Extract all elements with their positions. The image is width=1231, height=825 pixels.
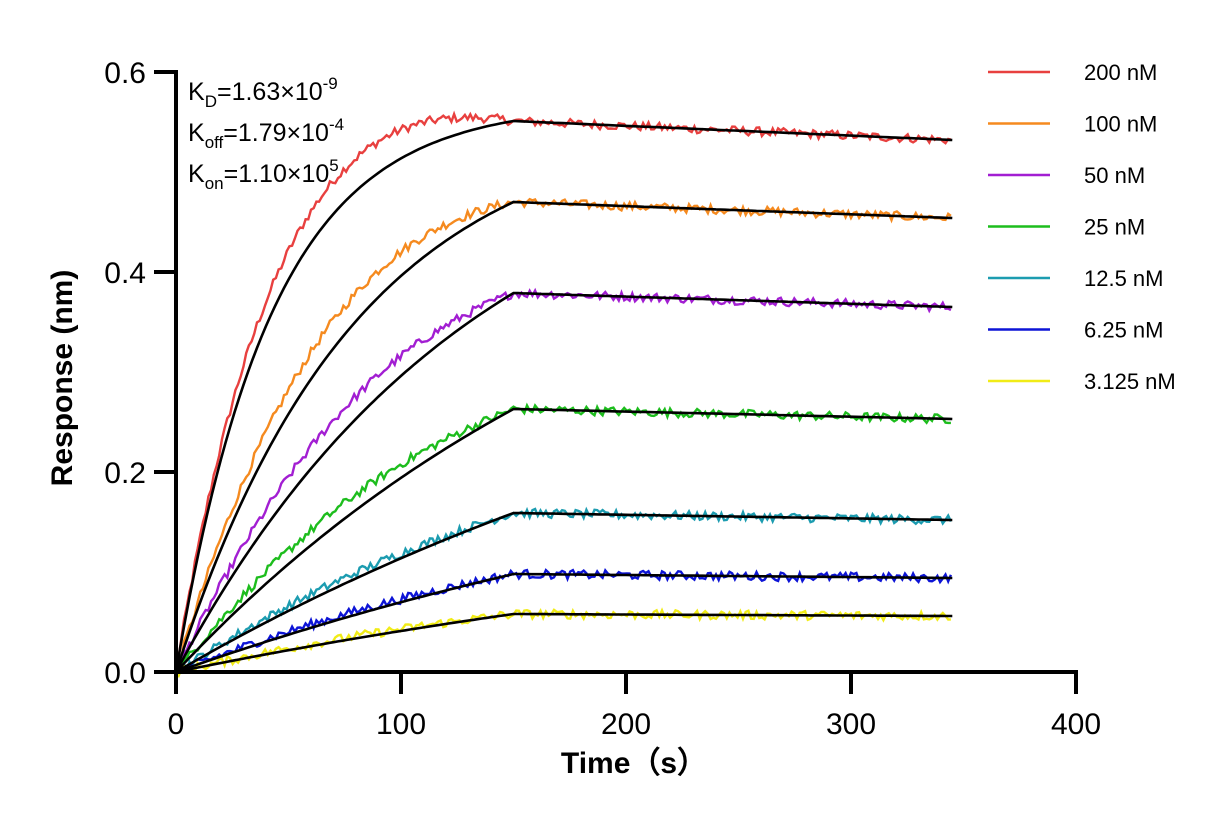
legend-label: 100 nM [1084,112,1157,137]
legend-label: 25 nM [1084,215,1145,240]
series-line-200-nM [174,110,952,673]
fit-line-12-5-nM [175,511,953,674]
x-tick-label: 200 [601,708,651,741]
y-tick-label: 0.6 [104,57,146,90]
fit-line-6-25-nM [175,572,953,674]
fit-line-100-nM [174,200,953,673]
fit-line-50-nM [174,291,953,673]
fit-line-25-nM [175,407,953,673]
x-tick-label: 400 [1051,708,1101,741]
y-tick-label: 0.2 [104,457,146,490]
curves-layer [174,110,953,679]
x-axis-title: Time（s） [561,746,707,780]
x-tick-label: 0 [168,708,185,741]
legend-label: 6.25 nM [1084,318,1164,343]
legend: 200 nM 100 nM 50 nM 25 nM 12.5 nM 6.25 nM 3.12… [988,60,1176,394]
kinetic-constant-on: Kon=1.10×105 [188,156,339,193]
legend-label: 3.125 nM [1084,369,1176,394]
fit-line-3-125-nM [175,612,953,674]
kinetic-constant-off: Koff=1.79×10-4 [188,115,344,152]
x-tick-label: 300 [826,708,876,741]
fit-line-200-nM [174,119,953,673]
axes-layer [154,70,1078,694]
legend-label: 200 nM [1084,60,1157,85]
series-line-100-nM [174,197,952,673]
kinetic-constant-D: KD=1.63×10-9 [188,74,338,111]
series-line-3-125-nM [175,607,951,679]
labels-layer: 0 100 200 300 400 0.0 0.2 0.4 0.6 Time（s） Response… [46,57,1101,780]
legend-label: 50 nM [1084,163,1145,188]
y-tick-label: 0.0 [104,657,146,690]
y-tick-label: 0.4 [104,257,146,290]
series-line-25-nM [174,402,951,673]
x-tick-label: 100 [376,708,426,741]
series-line-6-25-nM [175,568,953,677]
y-axis-title: Response (nm) [46,270,79,487]
legend-label: 12.5 nM [1084,266,1164,291]
